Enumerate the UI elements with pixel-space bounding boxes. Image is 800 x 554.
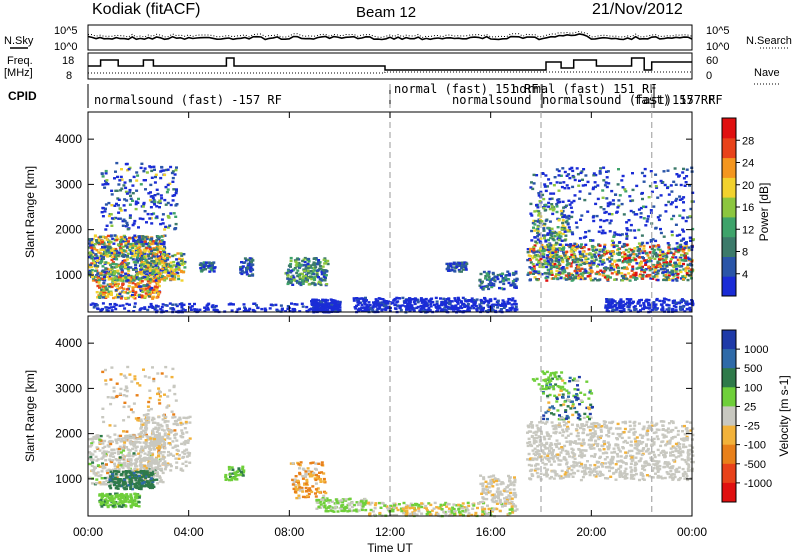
freq-unit-label: [MHz] bbox=[4, 67, 33, 79]
velocity-data bbox=[88, 365, 695, 518]
y-tick-label: 3000 bbox=[55, 177, 82, 191]
y-tick-label: 2000 bbox=[55, 223, 82, 237]
power-colorbar-tick: 28 bbox=[742, 135, 754, 147]
y-tick-label: 3000 bbox=[55, 381, 82, 395]
x-tick-label: 08:00 bbox=[274, 525, 304, 539]
power-colorbar-label: Power [dB] bbox=[757, 183, 771, 242]
velocity-colorbar-tick: -1000 bbox=[744, 478, 772, 490]
nsky-label: N.Sky bbox=[4, 35, 34, 47]
cpid-segment-4: normal (fast) 151 RF bbox=[512, 82, 657, 96]
x-tick-label: 00:00 bbox=[677, 525, 707, 539]
velocity-colorbar-tick: 1000 bbox=[744, 344, 768, 356]
power-colorbar-tick: 16 bbox=[742, 202, 754, 214]
velocity-colorbar-tick: 100 bbox=[744, 382, 762, 394]
cpid-segment-7: 157 RF bbox=[672, 93, 715, 107]
cpid-segment-3: normalsound bbox=[452, 93, 531, 107]
velocity-panel: 1000 2000 3000 4000 Slant Range [km] bbox=[23, 315, 695, 518]
power-colorbar-tick: 12 bbox=[742, 224, 754, 236]
x-axis-label: Time UT bbox=[367, 541, 413, 554]
cpid-label: CPID bbox=[8, 89, 37, 103]
y-tick-label: 2000 bbox=[55, 427, 82, 441]
velocity-colorbar: 1000 500 100 25 -25 -100 -500 -1000 bbox=[721, 329, 772, 503]
x-tick-label: 12:00 bbox=[375, 525, 405, 539]
x-tick-label: 16:00 bbox=[476, 525, 506, 539]
x-tick-label: 20:00 bbox=[576, 525, 606, 539]
noise-sky-line bbox=[87, 33, 693, 41]
station-title: Kodiak (fitACF) bbox=[92, 1, 200, 18]
noise-tick-low-left: 10^0 bbox=[54, 41, 78, 53]
power-y-label: Slant Range [km] bbox=[23, 166, 37, 258]
power-colorbar-tick: 24 bbox=[742, 158, 754, 170]
velocity-y-label: Slant Range [km] bbox=[23, 370, 37, 462]
x-tick-label: 04:00 bbox=[174, 525, 204, 539]
velocity-colorbar-label: Velocity [m s-1] bbox=[777, 375, 791, 456]
nave-line bbox=[88, 71, 692, 74]
power-colorbar-tick: 20 bbox=[742, 180, 754, 192]
power-colorbar-tick: 4 bbox=[742, 269, 748, 281]
y-tick-label: 4000 bbox=[55, 336, 82, 350]
power-colorbar: 4 8 12 16 20 24 28 bbox=[721, 117, 754, 297]
velocity-colorbar-tick: 500 bbox=[744, 363, 762, 375]
cpid-boundary-lines bbox=[389, 84, 653, 516]
velocity-colorbar-tick: -25 bbox=[744, 421, 760, 433]
y-tick-label: 4000 bbox=[55, 132, 82, 146]
nave-label: Nave bbox=[754, 67, 780, 79]
noise-tick-high-right: 10^5 bbox=[706, 25, 730, 37]
velocity-colorbar-tick: -500 bbox=[744, 459, 766, 471]
power-colorbar-tick: 8 bbox=[742, 247, 748, 259]
noise-panel: 10^5 10^0 10^5 10^0 N.Sky N.Search bbox=[4, 24, 792, 53]
nave-tick-high: 60 bbox=[706, 55, 718, 67]
power-data bbox=[88, 161, 695, 314]
frequency-line bbox=[88, 57, 692, 71]
power-y-ticks: 1000 2000 3000 4000 bbox=[55, 132, 692, 282]
nsearch-label: N.Search bbox=[746, 35, 792, 47]
freq-tick-low: 8 bbox=[66, 70, 72, 82]
y-tick-label: 1000 bbox=[55, 268, 82, 282]
noise-tick-high-left: 10^5 bbox=[54, 25, 78, 37]
cpid-segment-5: normalsound (fast) 157 RF bbox=[542, 93, 723, 107]
velocity-y-ticks: 1000 2000 3000 4000 bbox=[55, 336, 692, 486]
power-panel: 1000 2000 3000 4000 Slant Range [km] bbox=[23, 111, 695, 314]
frequency-panel: Freq. [MHz] 18 8 60 0 Nave bbox=[4, 52, 780, 85]
y-tick-label: 1000 bbox=[55, 472, 82, 486]
velocity-colorbar-tick: 25 bbox=[744, 401, 756, 413]
nave-tick-low: 0 bbox=[706, 70, 712, 82]
cpid-row: CPID normalsound (fast) -157 RF normal (… bbox=[8, 82, 723, 108]
freq-label: Freq. bbox=[7, 55, 33, 67]
x-axis-ticks: 00:00 04:00 08:00 12:00 16:00 20:00 00:00 bbox=[73, 112, 707, 539]
date-title: 21/Nov/2012 bbox=[592, 1, 683, 18]
x-tick-label: 00:00 bbox=[73, 525, 103, 539]
cpid-segment-2: normal (fast) 151 RF bbox=[394, 82, 539, 96]
noise-tick-low-right: 10^0 bbox=[706, 41, 730, 53]
beam-title: Beam 12 bbox=[356, 4, 416, 21]
cpid-segment-1: normalsound (fast) -157 RF bbox=[94, 93, 282, 107]
velocity-colorbar-tick: -100 bbox=[744, 440, 766, 452]
freq-tick-high: 18 bbox=[62, 55, 74, 67]
noise-search-line bbox=[87, 30, 693, 39]
